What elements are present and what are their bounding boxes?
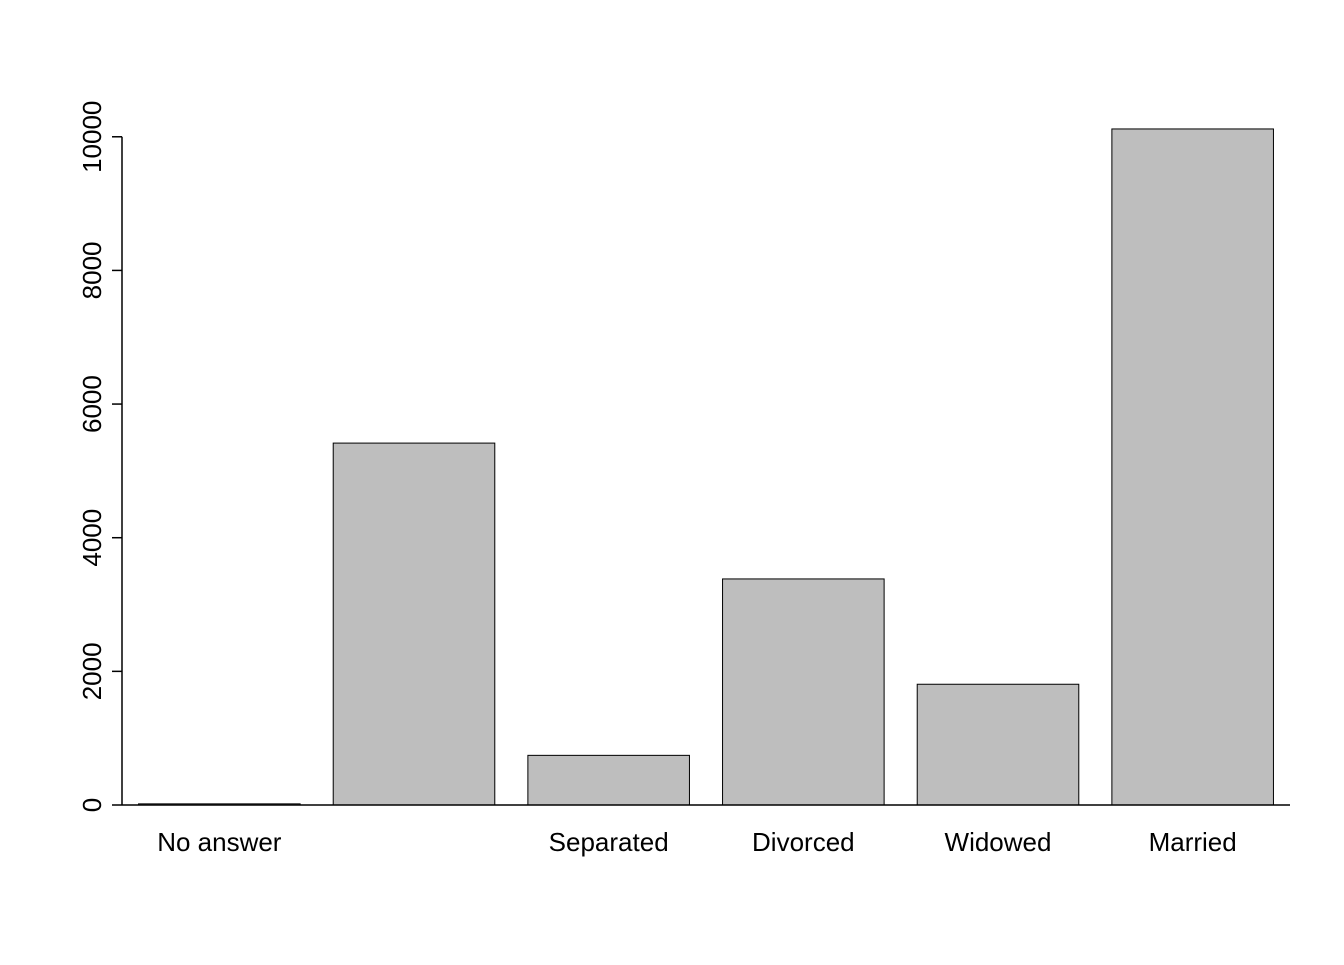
y-tick-label: 2000 <box>77 642 107 700</box>
y-tick-label: 8000 <box>77 241 107 299</box>
x-category-label: No answer <box>157 827 282 857</box>
bar-chart: 0 2000 4000 6000 8000 10000 No answer Separated… <box>0 0 1344 960</box>
bar <box>723 579 885 805</box>
bar <box>1112 129 1274 805</box>
x-category-label: Married <box>1149 827 1237 857</box>
x-category-label: Widowed <box>945 827 1052 857</box>
x-category-label: Separated <box>549 827 669 857</box>
x-category-label: Divorced <box>752 827 855 857</box>
y-tick-label: 6000 <box>77 375 107 433</box>
y-tick-label: 10000 <box>77 101 107 173</box>
bar <box>333 443 495 805</box>
bar <box>528 755 690 805</box>
bar <box>917 684 1079 805</box>
y-tick-label: 0 <box>77 798 107 812</box>
y-tick-label: 4000 <box>77 509 107 567</box>
